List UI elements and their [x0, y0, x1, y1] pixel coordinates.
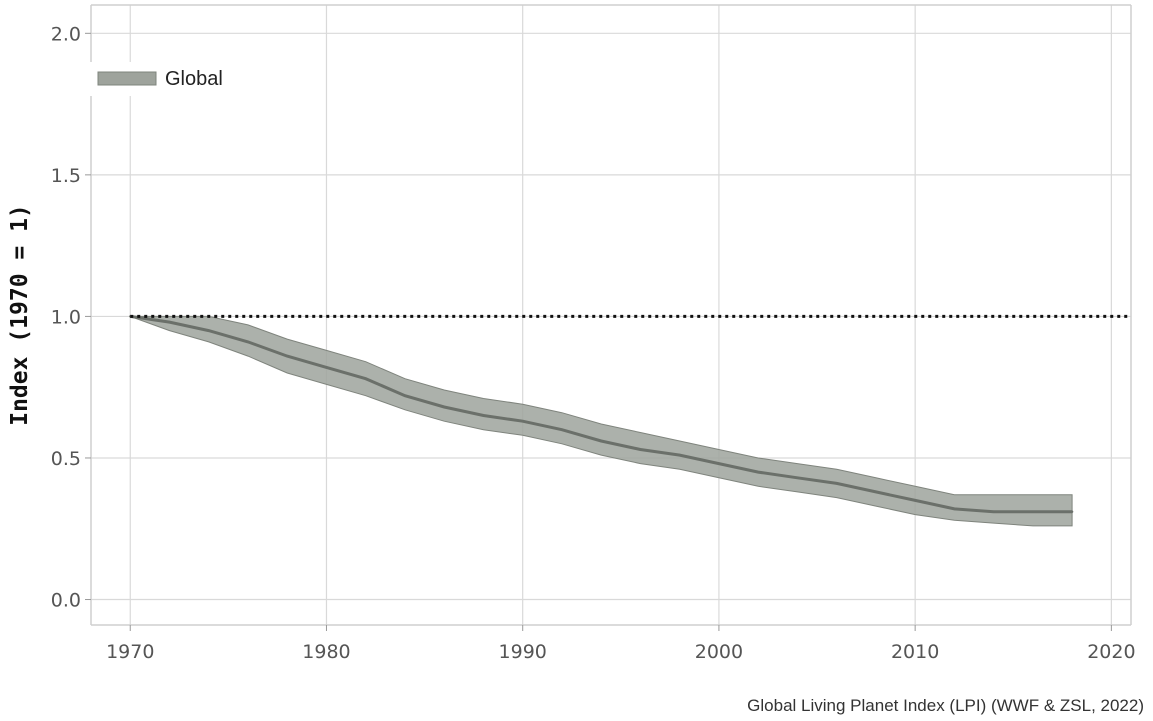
series-global-point-2008 — [874, 490, 878, 494]
series-global-point-2006 — [835, 482, 838, 485]
series-global-point-2010 — [913, 499, 917, 502]
x-tick-label-2020: 2020 — [1087, 641, 1135, 663]
y-tick-label-2: 1.0 — [51, 306, 81, 328]
series-global-point-1984 — [403, 394, 407, 397]
x-tick-label-2010: 2010 — [891, 641, 939, 663]
series-global-point-1994 — [599, 439, 603, 443]
series-global-point-2016 — [1031, 510, 1035, 513]
series-layer — [129, 314, 1074, 527]
x-tick-label-1970: 1970 — [106, 641, 154, 663]
series-global-point-1986 — [443, 405, 446, 409]
y-tick-label-3: 1.5 — [51, 165, 81, 187]
legend: Global — [89, 62, 223, 96]
series-global-point-1976 — [246, 340, 250, 344]
series-global-point-1982 — [364, 377, 367, 380]
series-global-point-1980 — [325, 366, 328, 369]
legend-swatch-global — [97, 71, 157, 86]
y-tick-label-4: 2.0 — [51, 23, 81, 45]
tick-labels: 1970 1980 1990 2000 2010 2020 0.0 0.5 1.0 1.5 2.0 — [51, 23, 1136, 663]
series-global-point-2018 — [1070, 510, 1074, 513]
series-global-point-2000 — [717, 462, 721, 465]
source-caption: Global Living Planet Index (LPI) (WWF & … — [747, 696, 1144, 715]
series-global-point-1978 — [286, 354, 289, 358]
series-global-point-1972 — [168, 320, 171, 324]
series-global-point-1990 — [521, 419, 524, 423]
series-global-point-2014 — [992, 510, 995, 513]
series-global-point-1974 — [207, 329, 210, 332]
legend-label-global: Global — [165, 68, 223, 90]
x-tick-label-1980: 1980 — [302, 641, 350, 663]
plot-area — [91, 5, 1131, 625]
series-global-point-1992 — [560, 428, 564, 431]
series-global-point-2004 — [796, 476, 799, 479]
series-global-point-1996 — [639, 448, 642, 451]
x-tick-label-1990: 1990 — [499, 641, 547, 663]
series-global-point-2012 — [953, 507, 956, 511]
y-axis-title: Index (1970 = 1) — [7, 204, 33, 426]
y-tick-label-0: 0.0 — [51, 590, 81, 612]
axes — [90, 4, 1132, 626]
x-tick-label-2000: 2000 — [695, 641, 743, 663]
series-global-point-2002 — [756, 470, 760, 474]
series-global-point-1998 — [678, 453, 681, 457]
series-global-point-1988 — [482, 414, 485, 417]
y-tick-label-1: 0.5 — [51, 448, 81, 470]
